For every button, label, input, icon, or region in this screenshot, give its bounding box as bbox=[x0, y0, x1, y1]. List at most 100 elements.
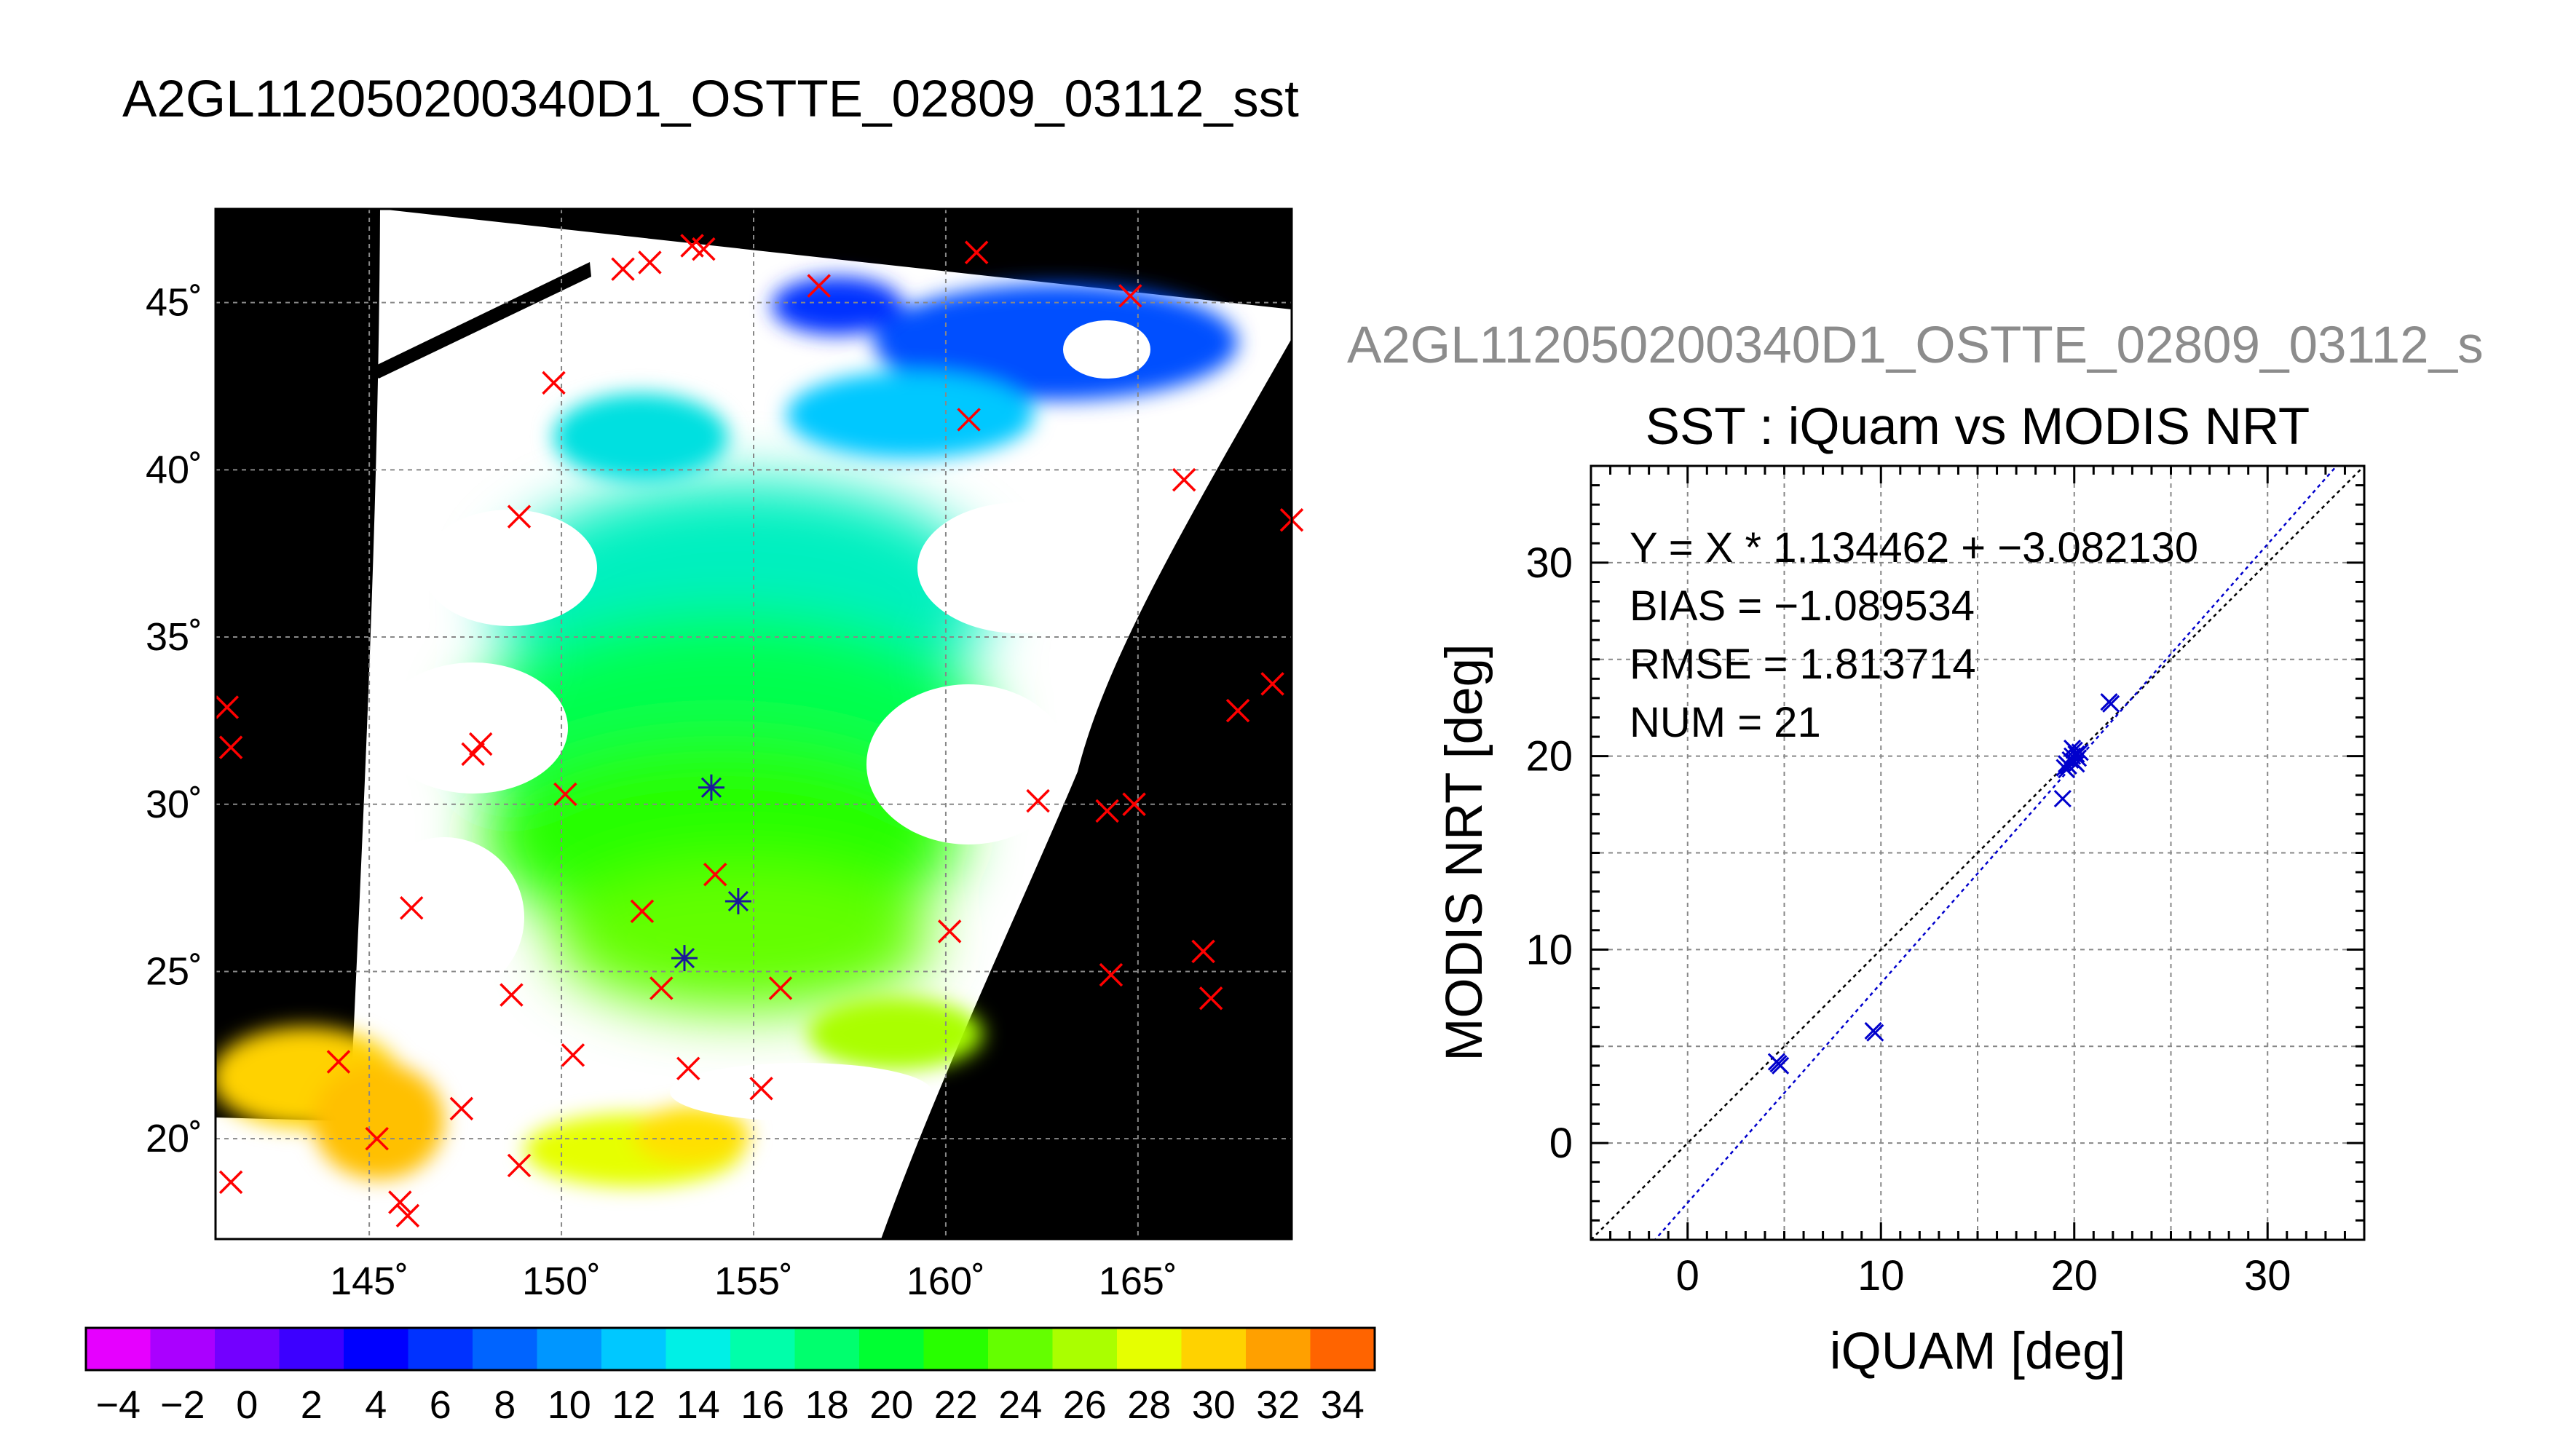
scatter-point-stroke-b bbox=[2058, 761, 2076, 779]
colorbar-cell bbox=[1117, 1328, 1182, 1370]
buoy-unmatched-marker bbox=[749, 1077, 773, 1101]
buoy-unmatched-marker bbox=[649, 976, 674, 1000]
sst-field bbox=[216, 240, 1238, 1187]
buoy-unmatched-marker-stroke-b bbox=[1260, 672, 1284, 696]
colorbar-cell bbox=[988, 1328, 1053, 1370]
colorbar-cell bbox=[86, 1328, 151, 1370]
colorbar-tick-label: 10 bbox=[548, 1383, 591, 1427]
map-x-tick-label: 155˚ bbox=[714, 1259, 793, 1303]
identity-line bbox=[1591, 466, 2364, 1240]
buoy-unmatched-marker bbox=[395, 1203, 420, 1228]
sst-map: 145˚ 150˚ 155˚ 160˚ 165˚ 20˚ 25˚ 30˚ 35˚ 40˚ 45˚ bbox=[146, 207, 1304, 1303]
stats-rmse: RMSE = 1.813714 bbox=[1630, 641, 1976, 688]
scatter-point-stroke-b bbox=[2053, 790, 2072, 808]
buoy-unmatched-marker-stroke-b bbox=[937, 919, 962, 943]
buoy-unmatched-marker bbox=[499, 983, 524, 1007]
colorbar-cell bbox=[1246, 1328, 1311, 1370]
buoy-matched-marker bbox=[698, 774, 724, 801]
scatter-point-stroke-b bbox=[2067, 755, 2085, 773]
colorbar-labels: −4 −2 0 2 4 6 8 10 12 14 16 18 20 22 24 26 28 30 32 34 bbox=[95, 1383, 1364, 1427]
scatter-point bbox=[2058, 761, 2076, 779]
buoy-unmatched-marker-stroke-b bbox=[964, 240, 989, 264]
colorbar-tick-label: 0 bbox=[236, 1383, 258, 1427]
buoy-unmatched-marker bbox=[1191, 939, 1215, 964]
buoy-unmatched-marker bbox=[218, 735, 243, 759]
scatter-point bbox=[1866, 1024, 1884, 1042]
y-axis-label: MODIS NRT [deg] bbox=[1436, 644, 1493, 1061]
buoy-unmatched-marker-stroke-b bbox=[1026, 788, 1050, 813]
map-grid bbox=[216, 209, 1292, 1239]
buoy-unmatched-marker-stroke-b bbox=[542, 371, 566, 395]
x-axis-label: iQUAM [deg] bbox=[1830, 1323, 2125, 1380]
colorbar-frame bbox=[84, 1326, 1376, 1372]
map-y-tick-label: 45˚ bbox=[146, 281, 202, 325]
buoy-unmatched-marker-stroke-b bbox=[561, 1043, 585, 1067]
scatter-point-stroke-b bbox=[2102, 695, 2120, 713]
buoy-unmatched-marker bbox=[692, 237, 716, 261]
buoy-unmatched-marker bbox=[937, 919, 962, 943]
colorbar-cell bbox=[923, 1328, 989, 1370]
map-points bbox=[215, 234, 1304, 1228]
main-title: A2GL112050200340D1_OSTTE_02809_03112_sst bbox=[122, 71, 1299, 128]
colorbar-cell bbox=[666, 1328, 731, 1370]
buoy-unmatched-marker-stroke-b bbox=[703, 862, 727, 887]
buoy-unmatched-marker bbox=[388, 1190, 412, 1214]
buoy-unmatched-marker-stroke-b bbox=[461, 742, 485, 767]
buoy-unmatched-marker-stroke-b bbox=[611, 257, 635, 281]
colorbar-cell bbox=[215, 1328, 280, 1370]
buoy-unmatched-marker bbox=[1172, 467, 1196, 492]
scatter-point bbox=[1772, 1056, 1790, 1075]
colorbar-tick-label: 20 bbox=[869, 1383, 913, 1427]
scatter-x-tick-label: 20 bbox=[2050, 1252, 2098, 1299]
buoy-unmatched-marker bbox=[611, 257, 635, 281]
buoy-unmatched-marker-stroke-b bbox=[215, 695, 240, 719]
buoy-unmatched-marker-stroke-b bbox=[649, 976, 674, 1000]
colorbar-tick-label: 8 bbox=[494, 1383, 516, 1427]
buoy-unmatched-marker-stroke-b bbox=[399, 895, 424, 920]
colorbar-cells bbox=[86, 1328, 1375, 1370]
scatter-point bbox=[2064, 739, 2082, 758]
map-y-ticks: 20˚ 25˚ 30˚ 35˚ 40˚ 45˚ bbox=[146, 281, 202, 1161]
colorbar-cell bbox=[1181, 1328, 1247, 1370]
buoy-unmatched-marker bbox=[1095, 799, 1119, 823]
scatter-point bbox=[2102, 695, 2120, 713]
buoy-unmatched-marker-stroke-b bbox=[468, 732, 493, 756]
stats-box: Y = X * 1.134462 + −3.082130 BIAS = −1.0… bbox=[1630, 524, 2198, 746]
buoy-unmatched-marker-stroke-b bbox=[1191, 939, 1215, 964]
map-y-tick-label: 35˚ bbox=[146, 615, 202, 659]
scatter-points bbox=[1767, 693, 2120, 1075]
colorbar: −4 −2 0 2 4 6 8 10 12 14 16 18 20 22 24 26 28 30 32 34 bbox=[84, 1326, 1376, 1427]
colorbar-tick-label: −4 bbox=[95, 1383, 141, 1427]
colorbar-cell bbox=[473, 1328, 537, 1370]
colorbar-cell bbox=[601, 1328, 666, 1370]
buoy-unmatched-marker-stroke-b bbox=[630, 899, 655, 924]
colorbar-tick-label: 16 bbox=[741, 1383, 784, 1427]
buoy-unmatched-marker bbox=[676, 1056, 700, 1080]
buoy-unmatched-marker-stroke-b bbox=[218, 1170, 243, 1195]
buoy-unmatched-marker bbox=[507, 505, 532, 529]
buoy-unmatched-marker-stroke-b bbox=[957, 408, 981, 432]
scatter-point-stroke-b bbox=[1866, 1024, 1884, 1042]
buoy-unmatched-marker bbox=[365, 1126, 389, 1151]
colorbar-cell bbox=[344, 1328, 408, 1370]
buoy-unmatched-marker-stroke-b bbox=[388, 1190, 412, 1214]
map-x-ticks: 145˚ 150˚ 155˚ 160˚ 165˚ bbox=[330, 1259, 1177, 1303]
map-x-tick-label: 165˚ bbox=[1099, 1259, 1177, 1303]
scatter-x-tick-label: 0 bbox=[1676, 1252, 1699, 1299]
colorbar-cell bbox=[408, 1328, 473, 1370]
buoy-unmatched-marker bbox=[768, 976, 793, 1000]
colorbar-cell bbox=[859, 1328, 924, 1370]
scatter-y-tick-label: 0 bbox=[1549, 1120, 1573, 1167]
map-y-tick-label: 20˚ bbox=[146, 1117, 202, 1160]
colorbar-tick-label: 22 bbox=[934, 1383, 978, 1427]
colorbar-cell bbox=[1052, 1328, 1118, 1370]
colorbar-tick-label: 2 bbox=[301, 1383, 323, 1427]
scatter-subtitle: A2GL112050200340D1_OSTTE_02809_03112_s bbox=[1347, 317, 2484, 374]
scatter-point bbox=[2053, 790, 2072, 808]
scatter-point-stroke-b bbox=[2071, 743, 2089, 761]
map-frame bbox=[214, 207, 1293, 1241]
scatter-y-tick-label: 20 bbox=[1525, 733, 1573, 780]
buoy-unmatched-marker-stroke-b bbox=[365, 1126, 389, 1151]
buoy-unmatched-marker bbox=[957, 408, 981, 432]
